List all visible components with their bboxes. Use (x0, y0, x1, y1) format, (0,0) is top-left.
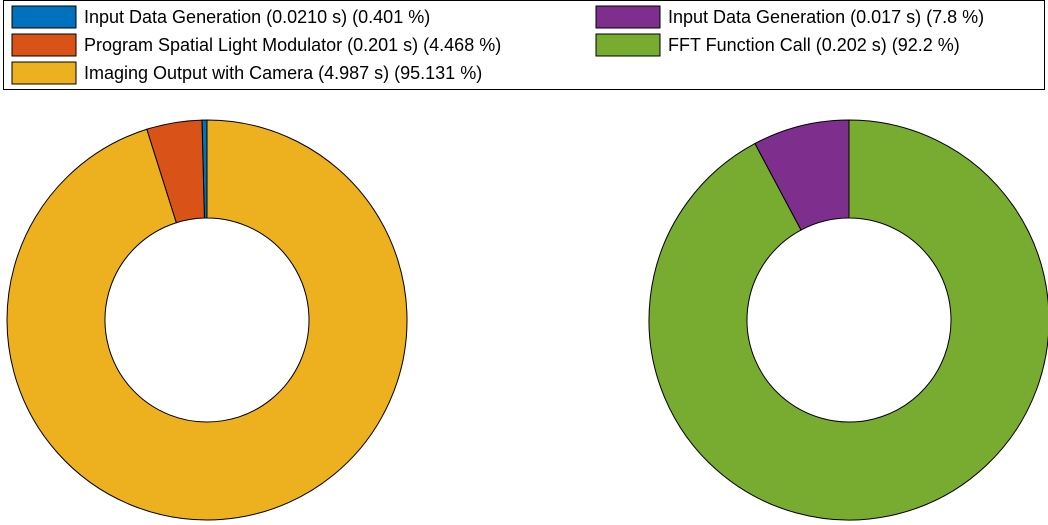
legend-box (3, 0, 1045, 90)
legend-swatch (595, 5, 661, 29)
legend-label: Input Data Generation (0.0210 s) (0.401 … (84, 7, 430, 27)
legend-label: FFT Function Call (0.202 s) (92.2 %) (668, 35, 960, 55)
donut-slice (648, 119, 1048, 521)
legend-swatch (11, 5, 77, 29)
legend-label: Program Spatial Light Modulator (0.201 s… (84, 35, 501, 55)
legend-label: Imaging Output with Camera (4.987 s) (95… (84, 63, 482, 83)
donut-slice (6, 119, 408, 521)
legend-label: Input Data Generation (0.017 s) (7.8 %) (668, 7, 984, 27)
legend-swatch (11, 33, 77, 57)
legend-swatch (11, 61, 77, 85)
legend-swatch (595, 33, 661, 57)
